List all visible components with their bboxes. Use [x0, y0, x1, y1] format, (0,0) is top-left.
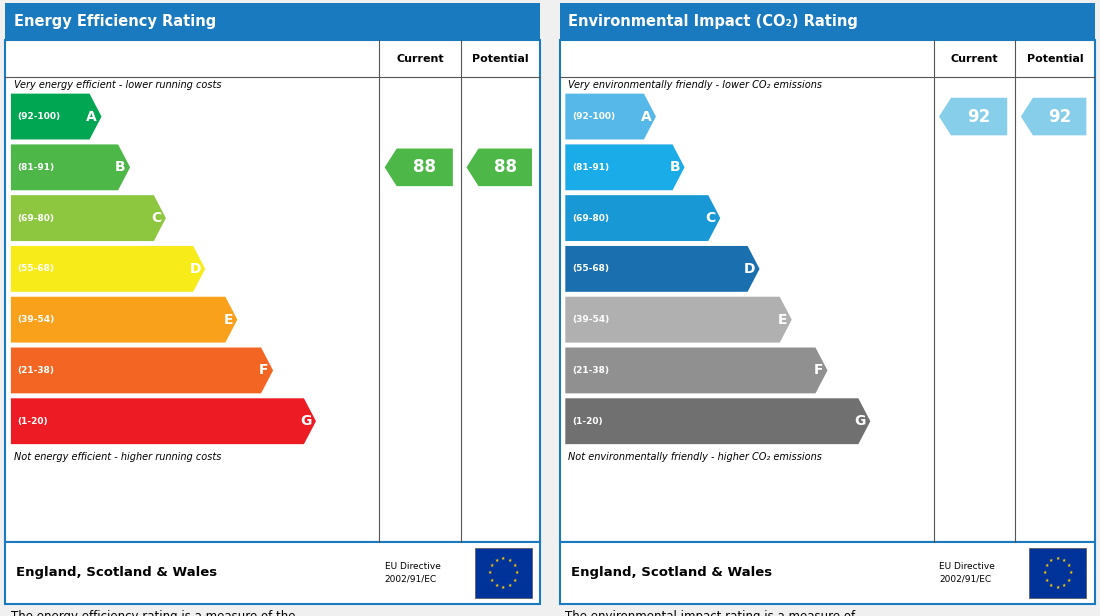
- Polygon shape: [565, 94, 656, 139]
- Text: ★: ★: [1044, 563, 1048, 568]
- Text: A: A: [641, 110, 651, 124]
- Text: EU Directive
2002/91/EC: EU Directive 2002/91/EC: [939, 562, 994, 583]
- Polygon shape: [565, 399, 870, 444]
- Text: ★: ★: [1049, 557, 1054, 562]
- Text: ★: ★: [1067, 563, 1071, 568]
- Text: (39-54): (39-54): [18, 315, 55, 324]
- Text: 92: 92: [1048, 108, 1071, 126]
- Text: ★: ★: [1068, 570, 1072, 575]
- Text: Potential: Potential: [472, 54, 529, 63]
- Text: Very environmentally friendly - lower CO₂ emissions: Very environmentally friendly - lower CO…: [568, 80, 822, 90]
- Text: Energy Efficiency Rating: Energy Efficiency Rating: [13, 14, 216, 29]
- Text: (69-80): (69-80): [18, 214, 55, 222]
- Text: C: C: [705, 211, 716, 225]
- Polygon shape: [11, 144, 130, 190]
- Polygon shape: [11, 94, 101, 139]
- Text: ★: ★: [508, 583, 513, 588]
- Text: ★: ★: [495, 583, 499, 588]
- Text: Not energy efficient - higher running costs: Not energy efficient - higher running co…: [13, 452, 221, 462]
- Text: Not environmentally friendly - higher CO₂ emissions: Not environmentally friendly - higher CO…: [568, 452, 822, 462]
- Polygon shape: [565, 144, 684, 190]
- Text: ★: ★: [490, 563, 494, 568]
- Bar: [475, 548, 532, 598]
- Text: ★: ★: [514, 570, 518, 575]
- Polygon shape: [1021, 98, 1087, 136]
- Text: (69-80): (69-80): [572, 214, 609, 222]
- Text: ★: ★: [1067, 578, 1071, 583]
- Text: ★: ★: [1049, 583, 1054, 588]
- Bar: [560, 542, 1094, 604]
- Text: E: E: [223, 313, 233, 326]
- Polygon shape: [385, 148, 453, 186]
- Text: (81-91): (81-91): [18, 163, 55, 172]
- Polygon shape: [11, 297, 238, 342]
- Text: ★: ★: [490, 578, 494, 583]
- Text: England, Scotland & Wales: England, Scotland & Wales: [16, 566, 218, 580]
- Polygon shape: [11, 195, 166, 241]
- Text: The energy efficiency rating is a measure of the
overall efficiency of a home. T: The energy efficiency rating is a measur…: [11, 610, 309, 616]
- Text: B: B: [670, 160, 680, 174]
- Text: Current: Current: [950, 54, 999, 63]
- Text: ★: ★: [1056, 556, 1060, 561]
- Text: G: G: [300, 414, 311, 428]
- Text: ★: ★: [1063, 583, 1067, 588]
- Polygon shape: [565, 347, 827, 394]
- Text: B: B: [116, 160, 125, 174]
- Text: ★: ★: [1056, 585, 1060, 590]
- Text: Environmental Impact (CO₂) Rating: Environmental Impact (CO₂) Rating: [568, 14, 858, 29]
- Bar: [6, 542, 540, 604]
- Text: 92: 92: [968, 108, 991, 126]
- Text: (39-54): (39-54): [572, 315, 609, 324]
- Text: (1-20): (1-20): [572, 416, 603, 426]
- Polygon shape: [939, 98, 1008, 136]
- Text: (21-38): (21-38): [572, 366, 609, 375]
- Text: ★: ★: [508, 557, 513, 562]
- Text: ★: ★: [488, 570, 493, 575]
- Text: ★: ★: [502, 585, 506, 590]
- Text: (92-100): (92-100): [18, 112, 60, 121]
- Text: E: E: [778, 313, 788, 326]
- Text: (81-91): (81-91): [572, 163, 609, 172]
- Text: The environmental impact rating is a measure of
a home's impact on the environme: The environmental impact rating is a mea…: [565, 610, 856, 616]
- Text: EU Directive
2002/91/EC: EU Directive 2002/91/EC: [385, 562, 440, 583]
- Text: F: F: [260, 363, 268, 378]
- Text: D: D: [744, 262, 756, 276]
- Text: (55-68): (55-68): [572, 264, 609, 274]
- Text: ★: ★: [1044, 578, 1048, 583]
- Polygon shape: [565, 246, 760, 292]
- Text: ★: ★: [1043, 570, 1047, 575]
- Text: ★: ★: [513, 578, 517, 583]
- Text: D: D: [189, 262, 201, 276]
- Bar: [560, 40, 1094, 542]
- Text: A: A: [87, 110, 97, 124]
- Text: C: C: [151, 211, 162, 225]
- Text: 88: 88: [494, 158, 517, 176]
- Text: ★: ★: [495, 557, 499, 562]
- Bar: [560, 3, 1094, 40]
- Bar: [1030, 548, 1087, 598]
- Text: Current: Current: [396, 54, 444, 63]
- Polygon shape: [565, 195, 720, 241]
- Bar: [6, 3, 540, 40]
- Text: England, Scotland & Wales: England, Scotland & Wales: [571, 566, 772, 580]
- Text: (1-20): (1-20): [18, 416, 48, 426]
- Polygon shape: [466, 148, 532, 186]
- Text: (21-38): (21-38): [18, 366, 55, 375]
- Text: Very energy efficient - lower running costs: Very energy efficient - lower running co…: [13, 80, 221, 90]
- Polygon shape: [11, 246, 206, 292]
- Text: Potential: Potential: [1026, 54, 1084, 63]
- Polygon shape: [565, 297, 792, 342]
- Text: (92-100): (92-100): [572, 112, 615, 121]
- Text: G: G: [855, 414, 866, 428]
- Text: (55-68): (55-68): [18, 264, 55, 274]
- Text: 88: 88: [414, 158, 437, 176]
- Text: F: F: [814, 363, 823, 378]
- Text: ★: ★: [1063, 557, 1067, 562]
- Polygon shape: [11, 399, 316, 444]
- Text: ★: ★: [502, 556, 506, 561]
- Polygon shape: [11, 347, 273, 394]
- Bar: [6, 40, 540, 542]
- Text: ★: ★: [513, 563, 517, 568]
